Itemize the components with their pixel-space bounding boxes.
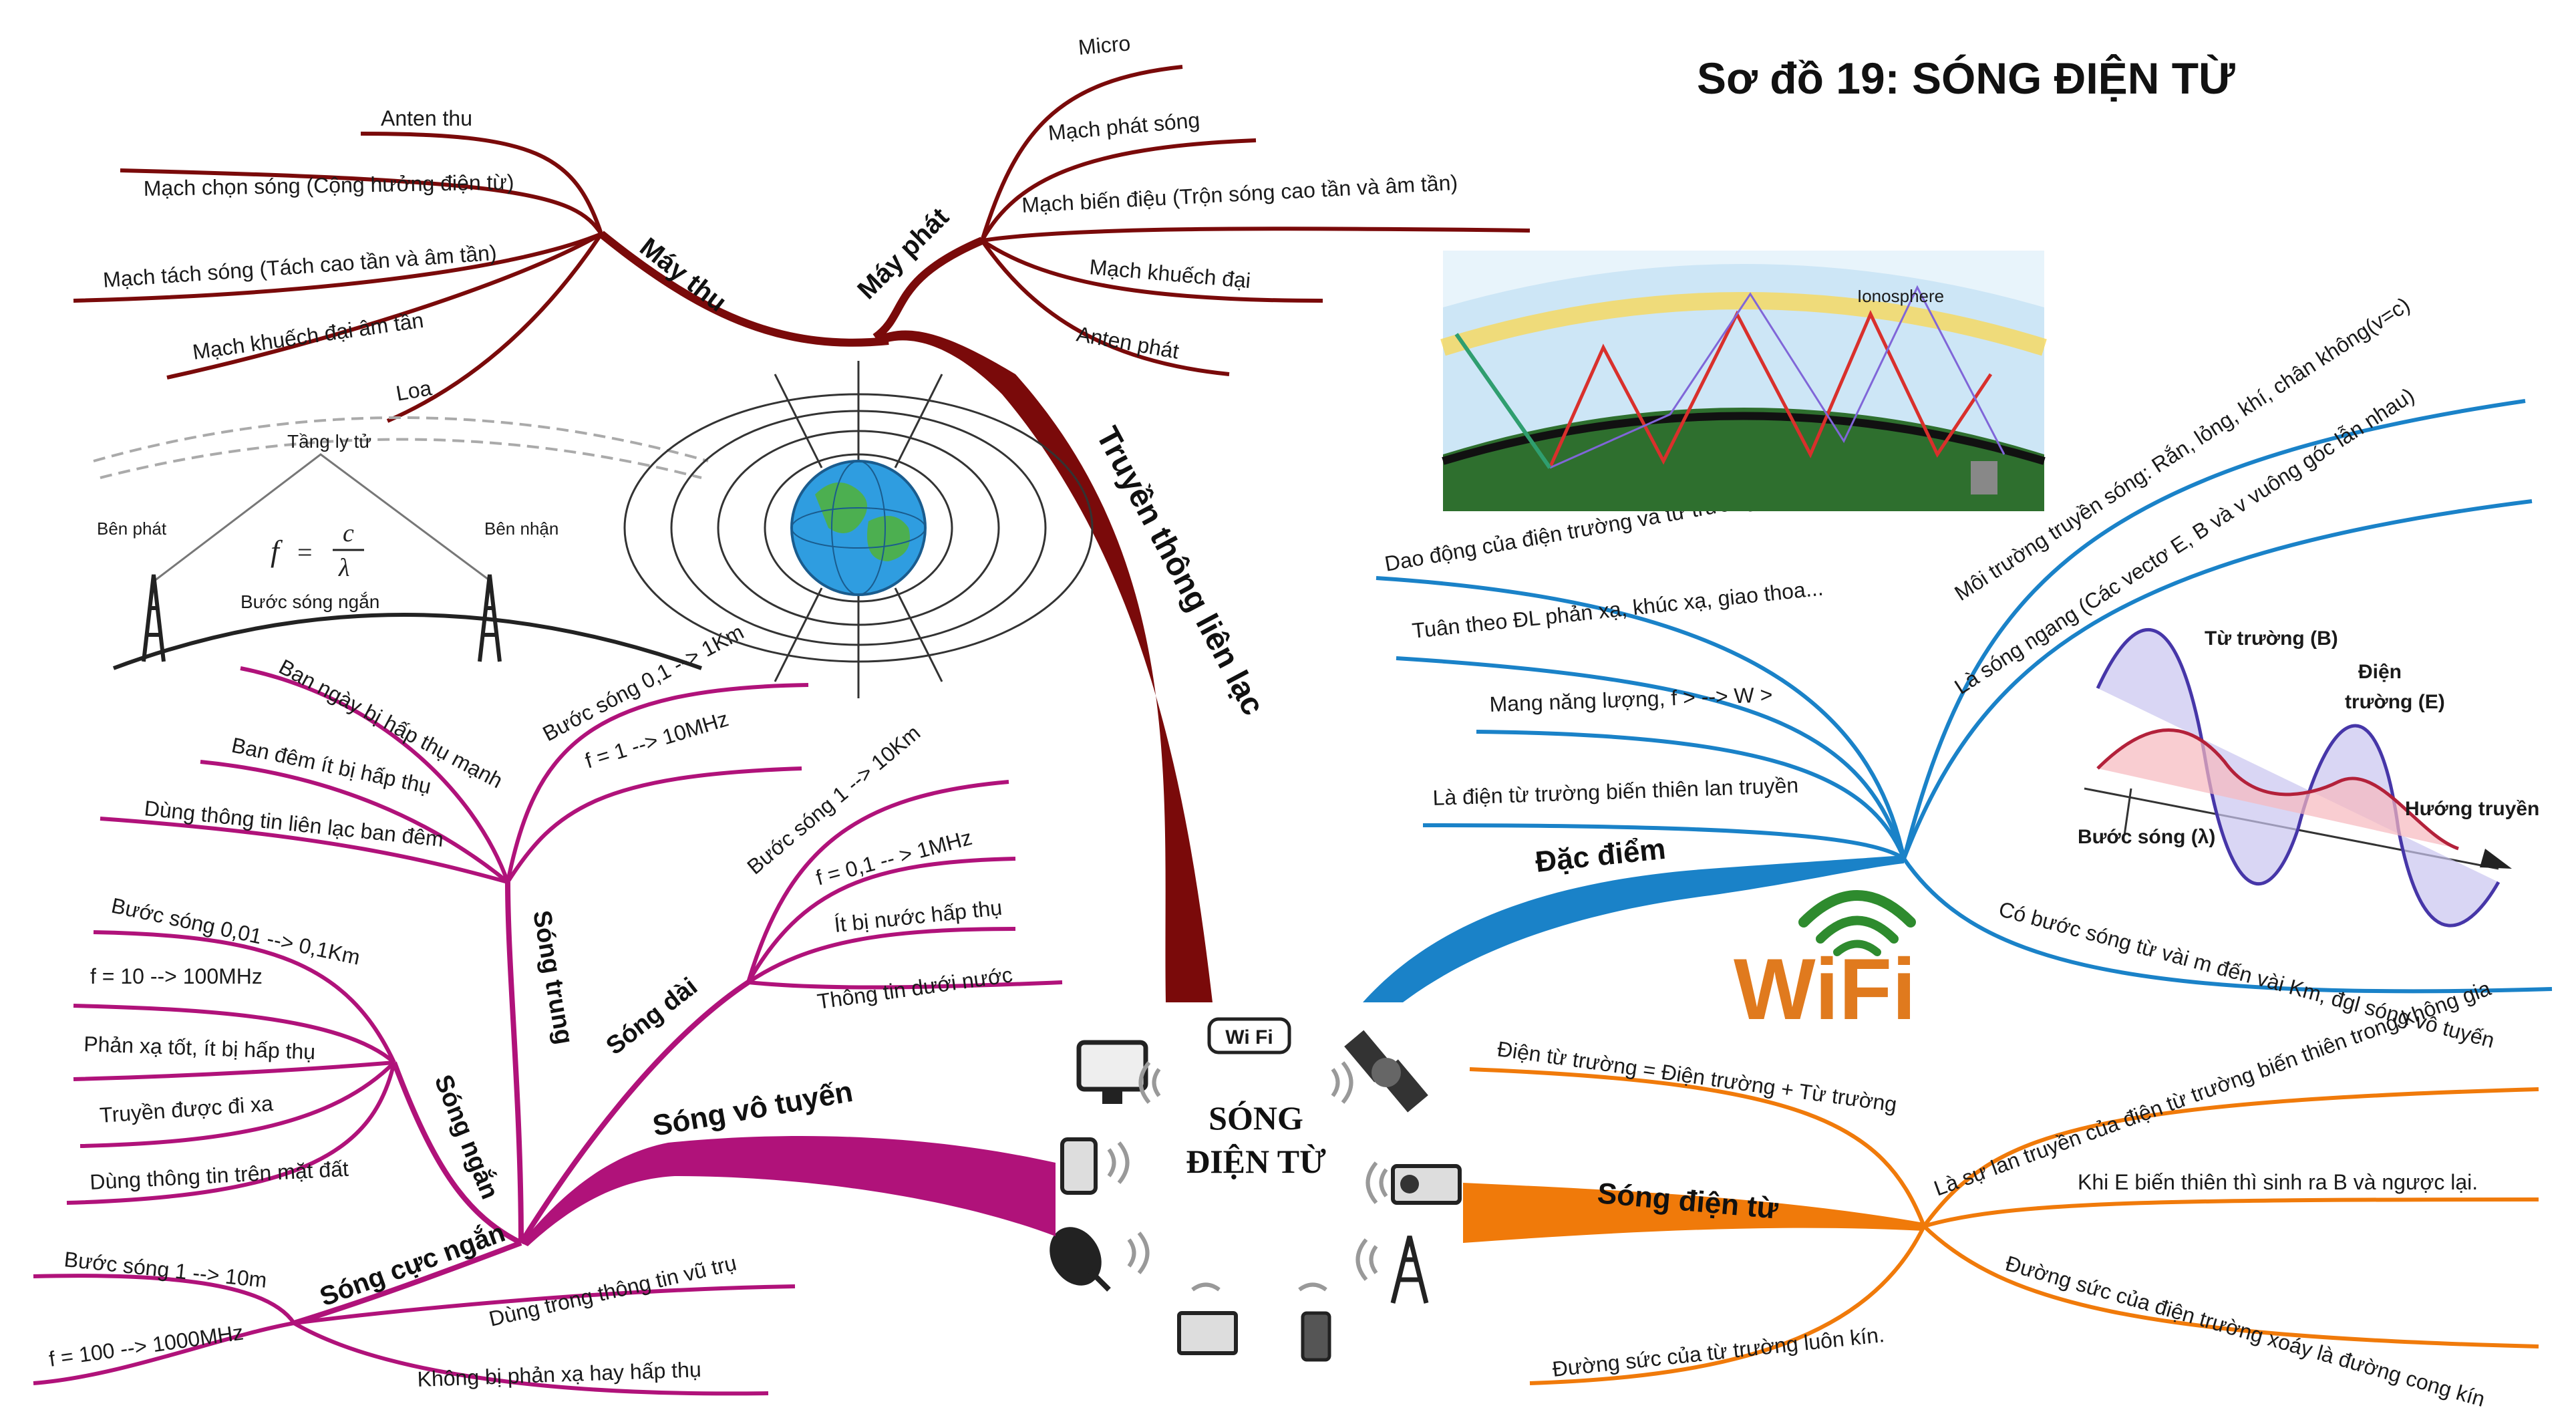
transmitter-node[interactable]: Máy phát Micro Mạch phát sóng Mạch biến …	[852, 31, 1531, 376]
sender-tower-icon	[142, 574, 166, 662]
receiver-tower-icon	[478, 574, 502, 662]
antenna-tower-icon	[1390, 1236, 1429, 1304]
em-wave-item-3: Khi E biến thiên thì sinh ra B và ngược …	[2078, 1170, 2478, 1194]
branch-radio[interactable]: Sóng vô tuyến Sóng trung Bước sóng 0,1 -…	[33, 619, 1063, 1396]
wavelength-label: Bước sóng (λ)	[2078, 826, 2215, 848]
features-item-7: Có bước sóng từ vài m đến vài Km, đgl só…	[1996, 897, 2497, 1052]
em-wave-item-4: Đường sức của điện trường xoáy là đường …	[2003, 1251, 2488, 1411]
transmitter-label: Máy phát	[852, 202, 955, 305]
satellite-icon	[1344, 1030, 1428, 1113]
svg-text:=: =	[297, 537, 313, 567]
wifi-logo-text: WiFi	[1734, 940, 1916, 1038]
magnetic-field-label: Từ trường (B)	[2205, 627, 2338, 650]
receiver-item-1: Anten thu	[381, 106, 472, 130]
earth-magnetic-field-illustration	[623, 361, 1094, 698]
short-wave-item-4: Truyền được đi xa	[99, 1091, 274, 1127]
transmitter-item-3: Mạch biến điệu (Trộn sóng cao tần và âm …	[1021, 170, 1458, 217]
branch-short-line	[391, 1061, 522, 1246]
branch-radio-stem	[521, 1136, 1056, 1246]
branch-ultrashort-line	[293, 1240, 522, 1326]
receiver-label: Máy thu	[634, 232, 732, 317]
shortwave-caption: Bước sóng ngắn	[240, 591, 379, 612]
ultrashort-wave-item-4: Không bị phản xạ hay hấp thụ	[417, 1357, 701, 1391]
long-wave-node[interactable]: Sóng dài Bước sóng 1 --> 10Km f = 0,1 --…	[601, 720, 1063, 1060]
shortwave-illustration: Tầng ly tử Bên phát Bên nhận f = c λ Bướ…	[93, 416, 709, 670]
medium-wave-item-5: Dùng thông tin liên lạc ban đêm	[143, 796, 444, 851]
ultrashort-wave-label: Sóng cực ngắn	[315, 1217, 508, 1312]
em-wave-diagram: Từ trường (B) Điện trường (E) Hướng truy…	[2078, 627, 2539, 928]
branch-receiver-line	[599, 231, 889, 347]
wave-signal-icons	[1107, 1061, 1388, 1292]
wifi-logo: WiFi	[1734, 890, 1916, 1038]
electric-field-label-2: trường (E)	[2345, 691, 2445, 713]
branch-em-wave[interactable]: Sóng điện từ Điện từ trường = Điện trườn…	[1463, 976, 2539, 1411]
formula-lambda: λ	[338, 554, 349, 582]
transmitter-item-1: Micro	[1077, 31, 1131, 59]
receiver-item-4: Mạch khuếch đại âm tần	[191, 308, 425, 364]
central-topic-line2: ĐIỆN TỪ	[1186, 1143, 1326, 1180]
branch-features-stem	[1363, 855, 1904, 1002]
electric-field-label-1: Điện	[2358, 661, 2402, 683]
satellite-dish-icon	[1050, 1227, 1111, 1292]
features-item-4: Là điện từ trường biến thiên lan truyền	[1432, 773, 1799, 810]
branch-features-label: Đặc điểm	[1534, 833, 1667, 879]
branch-radio-label: Sóng vô tuyến	[650, 1075, 855, 1143]
short-wave-label: Sóng ngắn	[429, 1071, 505, 1203]
laptop-icon	[1177, 1311, 1238, 1355]
short-wave-item-1: Bước sóng 0,01 --> 0,1Km	[110, 893, 363, 970]
receiver-station-label: Bên nhận	[484, 519, 558, 539]
page-title: Sơ đồ 19: SÓNG ĐIỆN TỪ	[1697, 53, 2235, 103]
branch-medium-line	[505, 881, 524, 1244]
long-wave-item-4: Thông tin dưới nước	[816, 962, 1014, 1014]
branch-transmitter-line	[872, 237, 984, 341]
radio-icon	[1391, 1164, 1462, 1205]
ionosphere-illustration: Ionosphere	[1440, 251, 2047, 511]
receiver-item-3: Mạch tách sóng (Tách cao tần và âm tần)	[102, 241, 498, 292]
formula-f: f	[271, 534, 283, 568]
long-wave-label: Sóng dài	[601, 972, 703, 1060]
branch-long-line	[518, 980, 750, 1245]
branch-communication-stem	[875, 330, 1213, 1002]
ultrashort-wave-item-1: Bước sóng 1 --> 10m	[63, 1247, 268, 1292]
transmitter-item-5: Anten phát	[1075, 321, 1181, 363]
propagation-direction-label: Hướng truyền	[2405, 798, 2539, 820]
short-wave-item-3: Phản xạ tốt, ít bị hấp thụ	[84, 1032, 316, 1064]
ultrashort-wave-node[interactable]: Sóng cực ngắn Bước sóng 1 --> 10m f = 10…	[33, 1217, 796, 1396]
mobile-phone-icon	[1060, 1137, 1098, 1195]
transmitter-item-2: Mạch phát sóng	[1047, 108, 1200, 145]
receiver-node[interactable]: Máy thu Anten thu Mạch chọn sóng (Cộng h…	[73, 106, 732, 423]
em-wave-item-1: Điện từ trường = Điện trường + Từ trường	[1496, 1036, 1899, 1117]
ionosphere-layer-label: Tầng ly tử	[287, 431, 371, 452]
short-wave-item-2: f = 10 --> 100MHz	[90, 964, 263, 988]
svg-text:Wi Fi: Wi Fi	[1225, 1026, 1273, 1048]
central-topic-line1: SÓNG	[1209, 1099, 1303, 1137]
central-topic-background	[1042, 1006, 1470, 1380]
sender-label: Bên phát	[97, 519, 167, 539]
cell-phone-icon	[1301, 1311, 1331, 1362]
central-topic[interactable]: Wi Fi	[1039, 1006, 1470, 1380]
formula-c: c	[343, 519, 354, 547]
medium-wave-label: Sóng trung	[527, 908, 579, 1046]
features-item-3: Mang năng lượng, f > --> W >	[1489, 682, 1773, 716]
em-wave-item-2: Là sự lan truyền của điện từ trường biến…	[1931, 976, 2494, 1200]
ionosphere-label: Ionosphere	[1857, 286, 1944, 306]
wifi-badge-icon: Wi Fi	[1207, 1017, 1291, 1054]
em-wave-item-5: Đường sức của từ trường luôn kín.	[1551, 1322, 1885, 1381]
branch-em-wave-stem	[1463, 1183, 1924, 1243]
